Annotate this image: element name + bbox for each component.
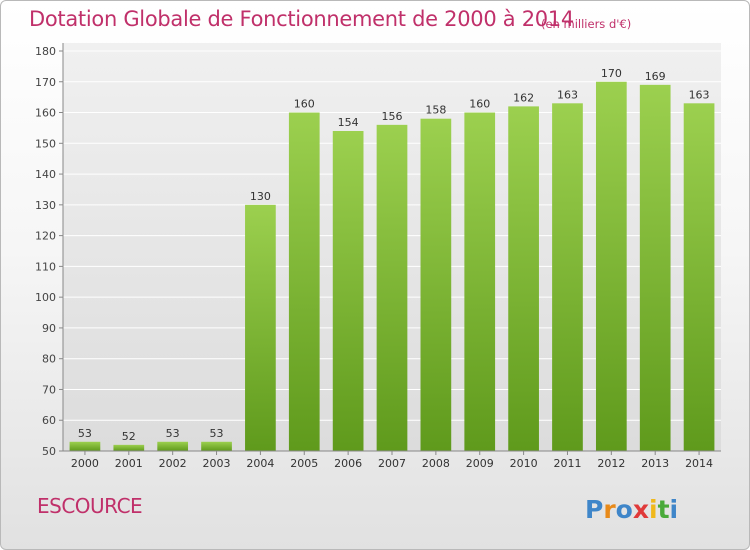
data-label: 130 [250,190,271,203]
x-tick-label: 2005 [290,457,318,470]
x-tick-label: 2010 [510,457,538,470]
data-label: 160 [469,98,490,111]
bar [420,118,452,451]
y-tick-label: 110 [35,260,56,273]
data-label: 53 [210,427,224,440]
x-tick-label: 2007 [378,457,406,470]
data-label: 162 [513,91,534,104]
data-label: 53 [166,427,180,440]
data-label: 52 [122,430,136,443]
data-label: 154 [338,116,359,129]
y-tick-label: 170 [35,76,56,89]
bar [376,124,408,451]
data-label: 156 [382,110,403,123]
commune-name: ESCOURCE [37,494,143,518]
y-tick-label: 120 [35,230,56,243]
x-tick-label: 2003 [203,457,231,470]
bar [508,106,539,451]
x-tick-label: 2002 [159,457,187,470]
y-tick-label: 50 [42,445,56,458]
bar [288,112,320,452]
y-tick-label: 80 [42,353,56,366]
x-tick-label: 2014 [685,457,713,470]
y-tick-label: 180 [35,45,56,58]
data-label: 53 [78,427,92,440]
y-tick-label: 130 [35,199,56,212]
x-tick-label: 2011 [553,457,581,470]
bar [595,81,627,452]
proxiti-logo: Proxiti [585,495,678,524]
bar [552,103,583,452]
y-tick-label: 100 [35,291,56,304]
chart-title: Dotation Globale de Fonctionnement de 20… [29,7,574,31]
x-tick-label: 2001 [115,457,143,470]
y-tick-label: 90 [42,322,56,335]
x-tick-label: 2006 [334,457,362,470]
data-label: 170 [601,67,622,80]
y-tick-label: 140 [35,168,56,181]
svg-text:Proxiti: Proxiti [585,495,678,524]
bar [464,112,496,452]
chart-subtitle: (en milliers d'€) [541,17,632,31]
data-label: 169 [645,70,666,83]
data-label: 163 [689,88,710,101]
x-tick-label: 2013 [641,457,669,470]
bar [113,444,145,451]
x-tick-label: 2004 [246,457,274,470]
bar [245,204,276,451]
bar [639,84,671,451]
bar [69,441,101,451]
bar [332,131,364,451]
data-label: 158 [425,104,446,117]
bar [201,441,232,451]
data-label: 163 [557,88,578,101]
y-tick-label: 70 [42,383,56,396]
y-tick-label: 150 [35,137,56,150]
y-tick-label: 60 [42,414,56,427]
x-tick-label: 2008 [422,457,450,470]
bar [683,103,715,452]
x-tick-label: 2000 [71,457,99,470]
data-label: 160 [294,98,315,111]
y-tick-label: 160 [35,107,56,120]
bar [157,441,189,451]
x-tick-label: 2009 [466,457,494,470]
x-tick-label: 2012 [597,457,625,470]
